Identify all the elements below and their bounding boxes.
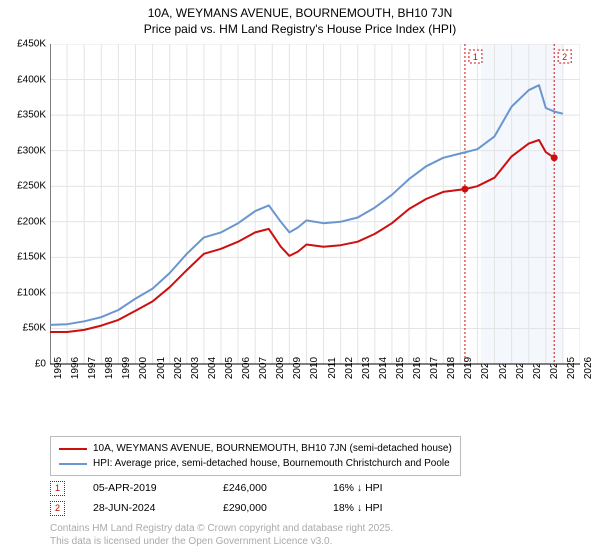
legend-label-1: 10A, WEYMANS AVENUE, BOURNEMOUTH, BH10 7… (93, 441, 452, 456)
title-line-2: Price paid vs. HM Land Registry's House … (0, 22, 600, 38)
chart-plot-area: 12 (50, 44, 580, 400)
sale-points-table: 1 05-APR-2019 £246,000 16% ↓ HPI 2 28-JU… (50, 478, 433, 518)
legend-box: 10A, WEYMANS AVENUE, BOURNEMOUTH, BH10 7… (50, 436, 461, 476)
legend-swatch-1 (59, 448, 87, 450)
legend-row-1: 10A, WEYMANS AVENUE, BOURNEMOUTH, BH10 7… (59, 441, 452, 456)
y-tick-label: £200K (2, 216, 46, 227)
x-tick-label: 2026 (583, 357, 594, 379)
svg-text:2: 2 (562, 52, 567, 62)
y-tick-label: £100K (2, 287, 46, 298)
title-block: 10A, WEYMANS AVENUE, BOURNEMOUTH, BH10 7… (0, 0, 600, 37)
y-tick-label: £150K (2, 252, 46, 263)
chart-svg: 12 (50, 44, 580, 400)
attribution-line-2: This data is licensed under the Open Gov… (50, 535, 393, 548)
chart-container: 10A, WEYMANS AVENUE, BOURNEMOUTH, BH10 7… (0, 0, 600, 560)
y-tick-label: £300K (2, 145, 46, 156)
sale-point-row-1: 1 05-APR-2019 £246,000 16% ↓ HPI (50, 478, 433, 498)
sale-point-row-2: 2 28-JUN-2024 £290,000 18% ↓ HPI (50, 498, 433, 518)
y-tick-label: £400K (2, 74, 46, 85)
sale-point-marker-1: 1 (50, 481, 65, 496)
legend-swatch-2 (59, 463, 87, 465)
sale-point-marker-2: 2 (50, 501, 65, 516)
sale-point-date-2: 28-JUN-2024 (93, 502, 223, 514)
y-tick-label: £450K (2, 39, 46, 50)
attribution-block: Contains HM Land Registry data © Crown c… (50, 522, 393, 548)
attribution-line-1: Contains HM Land Registry data © Crown c… (50, 522, 393, 535)
y-tick-label: £0 (2, 359, 46, 370)
sale-point-price-2: £290,000 (223, 502, 333, 514)
legend-row-2: HPI: Average price, semi-detached house,… (59, 456, 452, 471)
y-tick-label: £50K (2, 323, 46, 334)
sale-point-delta-2: 18% ↓ HPI (333, 502, 433, 514)
svg-text:1: 1 (473, 52, 478, 62)
sale-point-price-1: £246,000 (223, 482, 333, 494)
y-tick-label: £250K (2, 181, 46, 192)
title-line-1: 10A, WEYMANS AVENUE, BOURNEMOUTH, BH10 7… (0, 6, 600, 22)
y-tick-label: £350K (2, 110, 46, 121)
legend-label-2: HPI: Average price, semi-detached house,… (93, 456, 450, 471)
sale-point-delta-1: 16% ↓ HPI (333, 482, 433, 494)
sale-point-date-1: 05-APR-2019 (93, 482, 223, 494)
